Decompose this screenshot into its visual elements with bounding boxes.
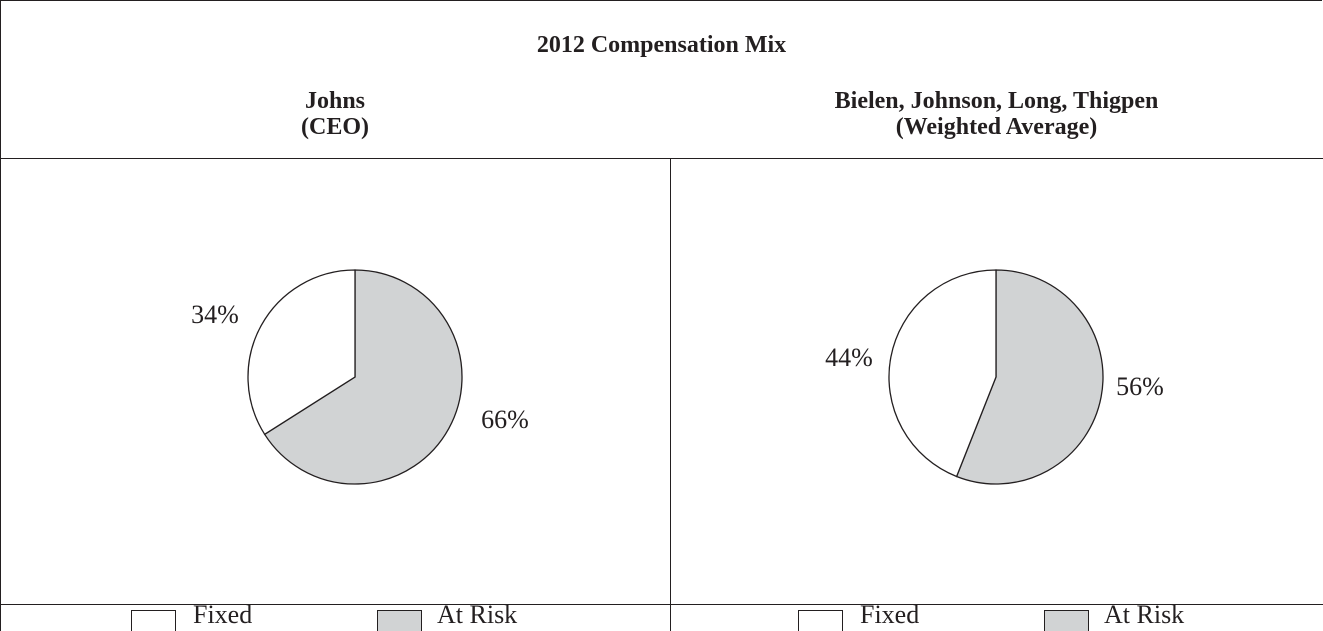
panel-divider [670,158,671,631]
ceo-panel-heading: Johns (CEO) [0,88,670,140]
legend-label-fixed: Fixed [860,604,920,629]
ceo-panel-role: (CEO) [301,114,369,140]
neo-pie: 44% 56% [825,269,1164,485]
ceo-pie: 34% 66% [191,269,529,485]
fixed-slice [247,269,356,436]
fixed-slice [888,269,997,478]
at-risk-swatch [377,610,422,631]
fixed-swatch [131,610,176,631]
header-divider [0,158,1323,159]
ceo-legend: Fixed At Risk [0,604,670,631]
neo-panel-heading: Bielen, Johnson, Long, Thigpen (Weighted… [670,88,1323,140]
neo-legend: Fixed At Risk [671,604,1323,631]
at-risk-slice [263,269,463,485]
at-risk-swatch [1044,610,1089,631]
fixed-data-label: 44% [825,343,873,372]
legend-label-at-risk: At Risk [1104,604,1185,629]
fixed-swatch [798,610,843,631]
legend-label-fixed: Fixed [193,604,253,629]
legend-label-at-risk: At Risk [437,604,518,629]
at-risk-data-label: 66% [481,405,529,434]
at-risk-slice [955,269,1104,485]
chart-title: 2012 Compensation Mix [536,32,787,58]
neo-panel-names: Bielen, Johnson, Long, Thigpen [834,88,1159,114]
legend-divider [0,604,1323,605]
neo-panel-subtitle: (Weighted Average) [895,114,1098,140]
ceo-panel-name: Johns [304,88,366,114]
fixed-data-label: 34% [191,300,239,329]
at-risk-data-label: 56% [1116,372,1164,401]
